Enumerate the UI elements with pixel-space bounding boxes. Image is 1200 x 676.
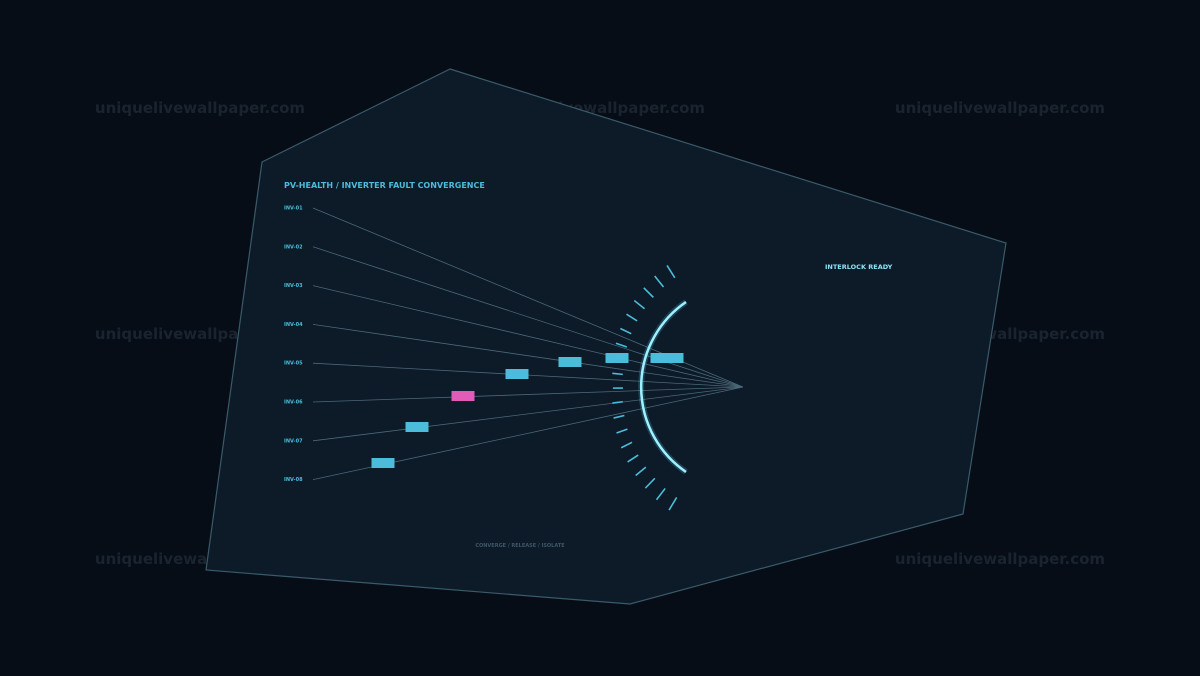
- title: PV-HEALTH / INVERTER FAULT CONVERGENCE: [284, 181, 485, 190]
- ray: [312, 324, 744, 388]
- inverter-label: INV-06: [284, 400, 303, 406]
- tick: [635, 466, 647, 477]
- tick: [627, 454, 639, 463]
- ray: [312, 246, 744, 388]
- inverter-marker: [451, 391, 475, 401]
- inverter-marker: [605, 353, 629, 363]
- tick: [654, 275, 665, 288]
- inverter-label: INV-05: [284, 361, 303, 367]
- rays: INV-01 INV-02 INV-03 INV-04 INV-05 INV-06 INV-…: [284, 206, 744, 483]
- watermark: uniquelivewallpaper.com: [95, 99, 305, 117]
- tick: [643, 287, 654, 298]
- ray: [312, 386, 744, 442]
- tick: [612, 372, 623, 376]
- tick: [620, 327, 632, 335]
- inverter-label: INV-02: [284, 244, 303, 250]
- inverter-marker: [405, 422, 429, 432]
- tick: [616, 428, 628, 434]
- inverter-marker: [371, 458, 395, 468]
- footer: CONVERGE / RELEASE / ISOLATE: [475, 543, 565, 549]
- arc: [639, 300, 687, 474]
- tick: [633, 299, 646, 310]
- inverter-label: INV-04: [284, 322, 303, 328]
- watermark: uniquelivewallpaper.com: [895, 99, 1105, 117]
- tick: [655, 487, 666, 501]
- tick: [644, 477, 656, 489]
- inverter-label: INV-07: [284, 438, 303, 444]
- inverter-label: INV-01: [284, 206, 303, 212]
- ray: [312, 285, 744, 388]
- tick: [668, 497, 678, 511]
- inverter-marker: [650, 353, 674, 363]
- tick: [613, 357, 625, 362]
- panel: [205, 68, 1007, 605]
- tick: [612, 400, 623, 404]
- ray: [312, 386, 744, 403]
- tick: [626, 313, 638, 322]
- watermark: uniquelivewallpaper.com: [895, 550, 1105, 568]
- tick: [666, 265, 676, 279]
- status: INTERLOCK READY: [825, 263, 893, 271]
- ticks: [612, 265, 678, 511]
- inverter-marker: [558, 357, 582, 367]
- tick: [615, 342, 628, 348]
- tick: [613, 414, 625, 419]
- inverter-label: INV-03: [284, 283, 303, 289]
- inverter-label: INV-08: [284, 477, 303, 483]
- inverter-marker: [505, 369, 529, 379]
- tick: [620, 441, 633, 449]
